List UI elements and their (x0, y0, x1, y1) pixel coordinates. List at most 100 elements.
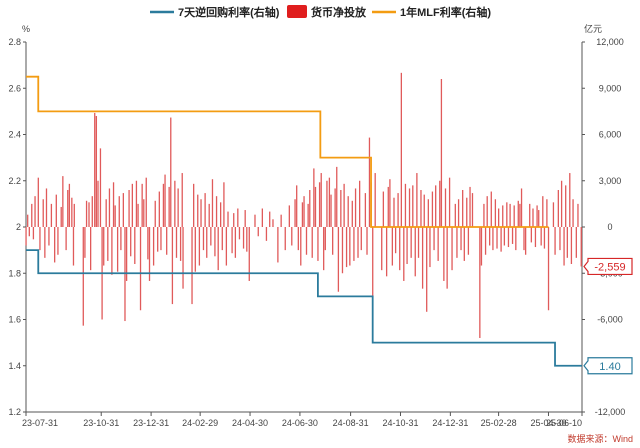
net-injection-bar (227, 211, 229, 227)
right-tick-label: 3,000 (599, 176, 622, 186)
net-injection-bar (160, 227, 162, 251)
net-injection-bar (532, 208, 534, 227)
net-injection-bar (296, 185, 298, 227)
net-injection-bar (484, 227, 487, 255)
net-injection-bar (559, 227, 561, 251)
right-tick-label: -6,000 (597, 315, 623, 325)
net-injection-bar (238, 227, 241, 240)
x-tick-label: 23-10-31 (83, 418, 119, 428)
net-injection-bar (575, 227, 577, 258)
net-injection-bar (408, 188, 411, 227)
net-injection-bar (360, 227, 362, 251)
net-injection-bar (440, 79, 443, 227)
net-injection-bar (397, 193, 399, 227)
right-tick-label: 0 (607, 222, 612, 232)
net-injection-bar (194, 227, 196, 272)
net-injection-bar (353, 227, 355, 261)
net-injection-bar (31, 203, 33, 227)
net-injection-bar (354, 188, 357, 227)
net-injection-bar (111, 227, 113, 275)
net-injection-bar (471, 193, 474, 227)
net-injection-bar (57, 227, 59, 255)
net-injection-bar (529, 203, 531, 227)
net-injection-bar (523, 227, 525, 251)
net-injection-bar (122, 193, 124, 227)
net-injection-bar (423, 194, 425, 227)
net-injection-bar (385, 227, 388, 277)
net-injection-bar (337, 227, 340, 292)
net-injection-bar (524, 227, 527, 255)
net-injection-bar (536, 205, 538, 227)
net-injection-bar (211, 179, 214, 227)
net-injection-bar (248, 227, 250, 281)
net-injection-bar (191, 227, 193, 305)
net-injection-bar (54, 227, 56, 263)
net-injection-bar (577, 203, 579, 227)
net-injection-bar (112, 182, 115, 227)
net-injection-bar (50, 203, 53, 227)
net-injection-bar (221, 227, 223, 251)
net-injection-bar (506, 202, 508, 227)
net-injection-bar (566, 227, 568, 258)
net-injection-bar (233, 213, 235, 227)
net-injection-bar (303, 196, 305, 227)
x-tick-label: 24-08-31 (333, 418, 369, 428)
net-injection-callout-box (583, 257, 633, 276)
net-injection-bar (147, 227, 149, 260)
net-injection-bar (359, 180, 361, 227)
net-injection-bar (97, 180, 99, 227)
net-injection-bar (554, 227, 556, 255)
net-injection-bar (143, 199, 145, 227)
net-injection-bar (336, 166, 338, 227)
net-injection-bar (569, 173, 571, 227)
net-injection-bar (437, 227, 439, 261)
source-note: 数据来源：Wind (567, 433, 633, 444)
net-injection-bar (530, 227, 533, 243)
net-injection-bar (166, 227, 168, 255)
net-injection-bar (305, 227, 308, 255)
net-injection-bar (135, 180, 138, 227)
net-injection-bar (60, 206, 62, 227)
net-injection-bar (347, 196, 349, 227)
net-injection-bar (414, 227, 416, 277)
net-injection-bar (456, 227, 458, 258)
net-injection-bar (387, 186, 389, 227)
net-injection-bar (426, 227, 428, 312)
net-injection-bar (469, 186, 471, 227)
net-injection-bar (234, 227, 237, 258)
net-injection-bar (542, 196, 544, 227)
net-injection-bar (433, 227, 435, 251)
reverse-repo-rate-line (26, 249, 582, 367)
net-injection-bar (374, 173, 376, 227)
left-tick-label: 1.4 (8, 361, 21, 371)
x-tick-label: 25-06-10 (546, 418, 582, 428)
net-injection-bar (225, 227, 228, 266)
net-injection-bar (246, 227, 248, 252)
x-tick-label: 24-04-30 (232, 418, 268, 428)
net-injection-bar (88, 202, 90, 227)
net-injection-bar (220, 202, 222, 227)
net-injection-bar (490, 191, 492, 227)
net-injection-bar (204, 193, 206, 227)
net-injection-bar (394, 227, 397, 254)
right-tick-label: 9,000 (599, 83, 622, 93)
net-injection-bar (65, 227, 67, 251)
right-tick-label: 12,000 (596, 37, 624, 47)
net-injection-bar (509, 203, 511, 227)
net-injection-bar (294, 199, 296, 227)
net-injection-bar (417, 227, 420, 258)
net-injection-bar (454, 203, 456, 227)
net-injection-bar (307, 203, 309, 227)
net-injection-bar (177, 188, 179, 227)
legend: 7天逆回购利率(右轴) 货币净投放 1年MLF利率(右轴) (150, 5, 491, 19)
axes: 1.21.41.61.822.22.42.62.8-12,000-6,000-3… (8, 37, 625, 428)
net-injection-bar (197, 194, 199, 227)
net-injection-bar (552, 202, 555, 227)
net-injection-bar (200, 199, 202, 227)
net-injection-bar (272, 219, 274, 227)
net-injection-bar (257, 227, 259, 237)
net-injection-bar (563, 227, 565, 266)
net-injection-bar (128, 190, 130, 227)
net-injection-bar (297, 227, 299, 251)
net-injection-bar (152, 227, 155, 266)
